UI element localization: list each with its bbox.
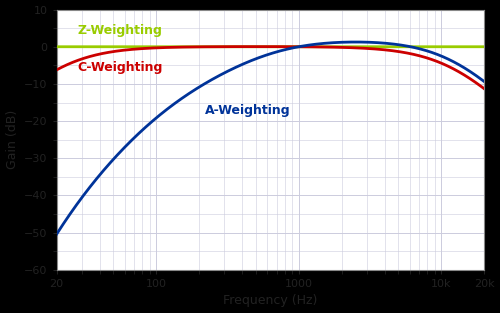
X-axis label: Frequency (Hz): Frequency (Hz): [223, 295, 318, 307]
Text: C-Weighting: C-Weighting: [78, 61, 163, 74]
Y-axis label: Gain (dB): Gain (dB): [6, 110, 18, 169]
Text: Z-Weighting: Z-Weighting: [78, 24, 162, 37]
Text: A-Weighting: A-Weighting: [205, 104, 290, 117]
